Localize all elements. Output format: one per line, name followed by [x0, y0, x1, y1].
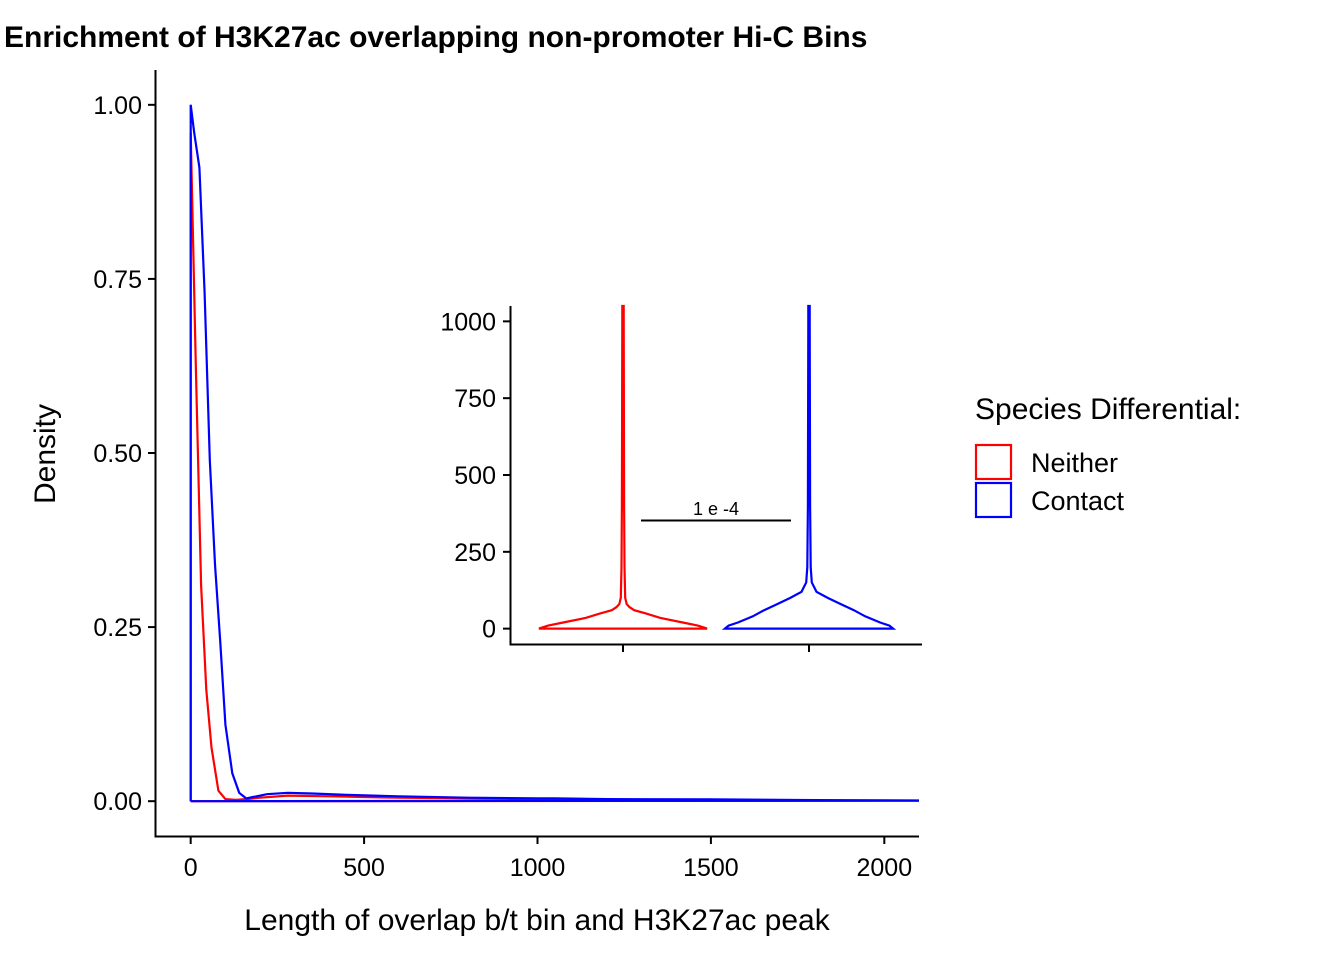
- inset-y-tick-label: 250: [454, 539, 496, 567]
- inset-x-ticks: [622, 645, 810, 652]
- legend-label-contact: Contact: [1031, 486, 1125, 516]
- main-x-tick-label: 2000: [857, 854, 913, 882]
- inset-y-tick-label: 500: [454, 462, 496, 490]
- inset-y-tick-label: 750: [454, 385, 496, 413]
- main-x-tick-label: 0: [184, 854, 198, 882]
- inset-violin-plot: 0 250 500 750 1000 1 e -4: [425, 298, 930, 658]
- violins: [538, 304, 897, 630]
- main-x-tick-label: 1500: [683, 854, 739, 882]
- main-y-tick-label: 0.25: [93, 614, 142, 642]
- main-y-tick-label: 0.75: [93, 266, 142, 294]
- violin-neither: [538, 304, 708, 630]
- chart-title: Enrichment of H3K27ac overlapping non-pr…: [4, 21, 867, 54]
- main-y-axis-title: Density: [29, 404, 62, 504]
- legend-label-neither: Neither: [1031, 448, 1118, 478]
- significance-label: 1 e -4: [693, 499, 739, 519]
- main-x-tick-label: 1000: [510, 854, 566, 882]
- legend-title: Species Differential:: [975, 393, 1241, 426]
- legend-key-contact: [974, 481, 1013, 519]
- main-y-tick-label: 0.50: [93, 440, 142, 468]
- legend-key-neither: [974, 443, 1013, 481]
- density-lines: [189, 104, 920, 803]
- main-x-axis-title: Length of overlap b/t bin and H3K27ac pe…: [244, 904, 830, 937]
- main-x-ticks: 0 500 1000 1500 2000: [184, 837, 912, 882]
- main-density-plot: 0.00 0.25 0.50 0.75 1.00 0 500 1000 1500 2000 Le…: [29, 70, 920, 937]
- violin-contact: [721, 304, 897, 630]
- inset-y-ticks: 0 250 500 750 1000: [440, 308, 510, 644]
- main-y-tick-label: 1.00: [93, 92, 142, 120]
- inset-y-tick-label: 0: [482, 616, 496, 644]
- main-y-ticks: 0.00 0.25 0.50 0.75 1.00: [93, 92, 155, 816]
- legend-entries: Neither Contact: [974, 443, 1125, 519]
- main-x-tick-label: 500: [343, 854, 385, 882]
- inset-background: [425, 298, 930, 658]
- inset-y-tick-label: 1000: [440, 308, 496, 336]
- main-y-tick-label: 0.00: [93, 788, 142, 816]
- legend: Species Differential: Neither Contact: [974, 393, 1241, 519]
- density-line-contact: [189, 104, 920, 803]
